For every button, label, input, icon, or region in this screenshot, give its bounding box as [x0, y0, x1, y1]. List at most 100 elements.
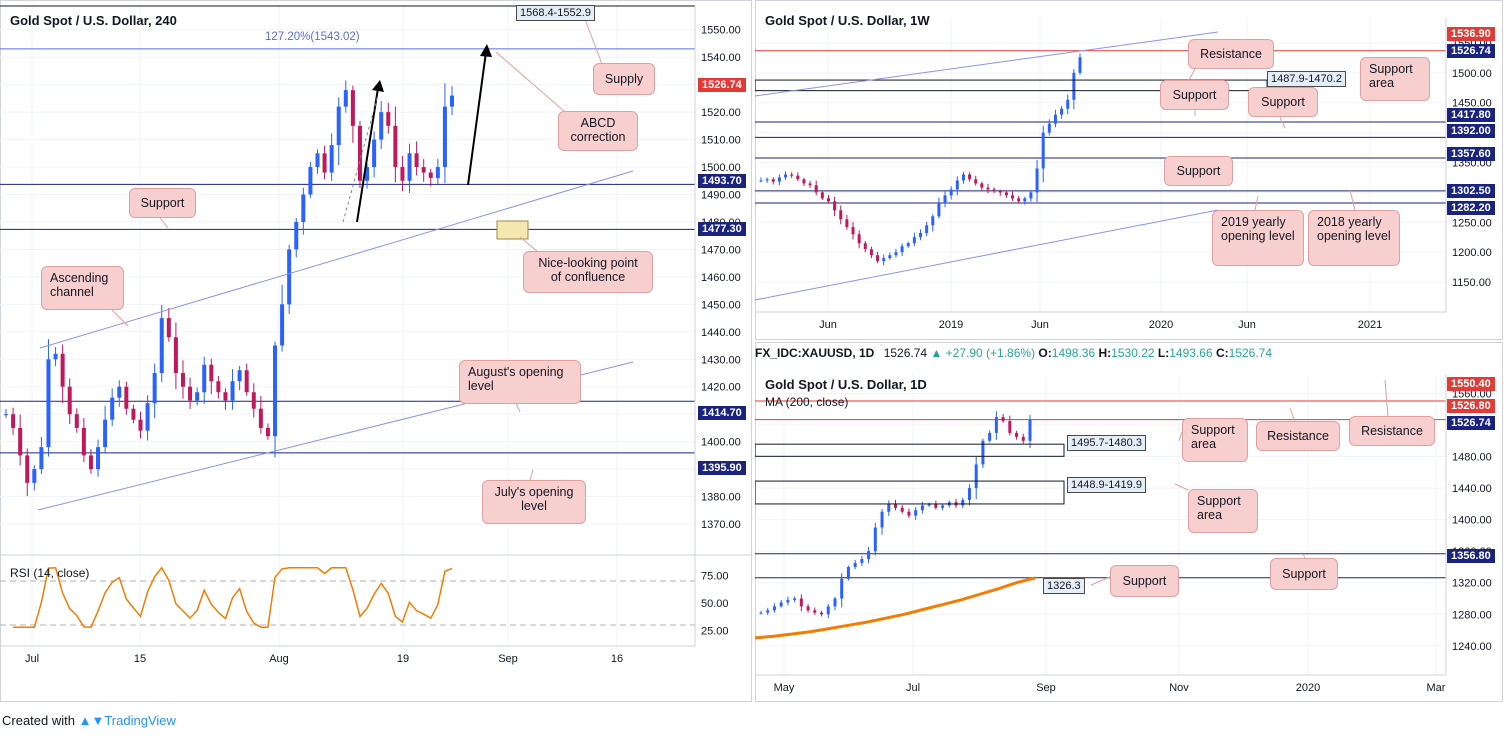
footer-prefix: Created with: [2, 713, 75, 728]
weekly-support-pointer-2: [1279, 116, 1286, 129]
h4-candle-body: [301, 194, 306, 222]
h4-y-tick-label: 1380.00: [701, 492, 741, 504]
w-candle-body: [1041, 132, 1045, 169]
h4-candle-body: [138, 419, 143, 431]
d-candle-body: [860, 559, 864, 564]
h4-july-pointer: [529, 469, 534, 481]
h4-y-tick-label: 1510.00: [701, 135, 741, 147]
w-candle-body: [1047, 123, 1051, 133]
h4-candle-body: [96, 447, 101, 470]
h4-candle-body: [195, 392, 200, 401]
h4-arrow-a: [356, 87, 379, 223]
weekly-chart-panel[interactable]: [755, 0, 1503, 340]
w-candle-body: [802, 179, 806, 184]
daily-low: 1493.66: [1169, 346, 1213, 360]
weekly-level-1392-tag: 1392.00: [1447, 124, 1495, 138]
h4-candle-body: [237, 370, 242, 382]
h4-y-tick-label: 1370.00: [701, 519, 741, 531]
daily-support-callout-2: Support: [1270, 558, 1338, 590]
d-y-tick-label: 1320.00: [1452, 578, 1492, 590]
h4-candle-body: [103, 419, 108, 448]
h4-y-tick-label: 1430.00: [701, 354, 741, 366]
w-candle-body: [869, 249, 873, 256]
d-x-tick-label: Mar: [1427, 682, 1446, 694]
h4-candle-body: [159, 318, 164, 373]
h4-x-tick-label: Jul: [25, 653, 39, 665]
d-candle-body: [974, 464, 978, 489]
d-x-tick-label: Sep: [1036, 682, 1056, 694]
daily-support-callout-1: Support: [1110, 565, 1179, 597]
w-x-tick-label: Jun: [819, 319, 837, 331]
w-candle-body: [771, 179, 775, 182]
h4-candle-body: [173, 337, 178, 373]
daily-symbol: FX_IDC:XAUUSD, 1D: [755, 346, 875, 360]
h4-candle-body: [25, 455, 30, 483]
weekly-chart-svg[interactable]: 1550.001500.001450.001400.001350.001300.…: [755, 0, 1507, 340]
w-candle-body: [888, 255, 892, 259]
h4-candle-body: [315, 153, 320, 168]
h4-candle-body: [53, 353, 58, 360]
h4-candle-body: [46, 359, 51, 448]
h4-candle-body: [209, 364, 214, 382]
d-candle-body: [907, 511, 911, 516]
h4-chart-svg[interactable]: 1550.001540.001530.001520.001510.001500.…: [0, 0, 752, 702]
w-x-tick-label: Jun: [1238, 319, 1256, 331]
w-candle-body: [894, 252, 898, 256]
h4-supply-pointer: [582, 13, 603, 65]
daily-change: +27.90 (+1.86%): [945, 346, 1036, 360]
weekly-level-1357-tag: 1357.60: [1447, 147, 1495, 161]
h4-candle-body: [258, 408, 263, 428]
weekly-2018-pointer: [1349, 189, 1356, 211]
w-candle-body: [925, 225, 929, 234]
d-candle-body: [941, 505, 945, 508]
footer-credit[interactable]: Created with ▲▼TradingView: [2, 713, 176, 728]
h4-candle-body: [393, 125, 398, 168]
d-candle-body: [1001, 417, 1005, 422]
w-candle-body: [943, 195, 947, 204]
h4-candle-body: [414, 153, 419, 168]
h4-candle-body: [4, 414, 8, 416]
w-candle-body: [1011, 195, 1015, 199]
h4-confluence-callout: Nice-looking point of confluence: [523, 251, 653, 293]
h4-y-tick-label: 1520.00: [701, 107, 741, 119]
w-candle-body: [961, 174, 965, 181]
d-candle-body: [833, 598, 837, 607]
d-candle-body: [853, 563, 857, 567]
daily-chart-panel[interactable]: [755, 342, 1503, 702]
h4-august-callout: August's opening level: [459, 360, 581, 404]
h4-candle-body: [251, 392, 256, 409]
h4-x-tick-label: Sep: [498, 653, 518, 665]
daily-resistance-1550-tag: 1550.40: [1447, 377, 1495, 391]
h4-candle-body: [39, 447, 44, 470]
daily-support-area-pointer-1: [1178, 431, 1183, 442]
daily-chart-svg[interactable]: 1560.001520.001480.001440.001400.001360.…: [755, 342, 1507, 702]
h4-x-tick-label: Aug: [269, 653, 289, 665]
w-candle-body: [808, 183, 812, 186]
h4-candle-body: [365, 167, 370, 181]
h4-candle-body: [60, 353, 65, 387]
w-candle-body: [759, 180, 763, 182]
h4-candle-body: [67, 386, 72, 415]
rsi-y-tick-label: 25.00: [701, 626, 729, 638]
h4-support-pointer: [159, 217, 169, 229]
daily-ma-line: [755, 576, 1036, 640]
daily-zone-1-label: 1495.7-1480.3: [1067, 435, 1146, 451]
w-y-tick-label: 1250.00: [1452, 217, 1492, 229]
h4-candle-body: [131, 408, 136, 420]
w-x-tick-label: Jun: [1031, 319, 1049, 331]
d-candle-body: [967, 488, 971, 500]
weekly-2019-callout: 2019 yearly opening level: [1212, 210, 1304, 266]
daily-open: 1498.36: [1051, 346, 1096, 360]
w-x-tick-label: 2019: [939, 319, 963, 331]
w-candle-body: [863, 243, 867, 250]
w-candle-body: [919, 233, 922, 238]
w-candle-body: [784, 174, 788, 178]
h4-candle-body: [329, 145, 334, 173]
d-candle-body: [1028, 419, 1032, 441]
w-candle-body: [882, 258, 886, 262]
d-candle-body: [846, 566, 850, 579]
daily-resistance-callout-1: Resistance: [1256, 421, 1340, 451]
w-candle-body: [900, 246, 904, 253]
h4-y-tick-label: 1490.00: [701, 189, 741, 201]
h4-candle-body: [450, 95, 454, 107]
